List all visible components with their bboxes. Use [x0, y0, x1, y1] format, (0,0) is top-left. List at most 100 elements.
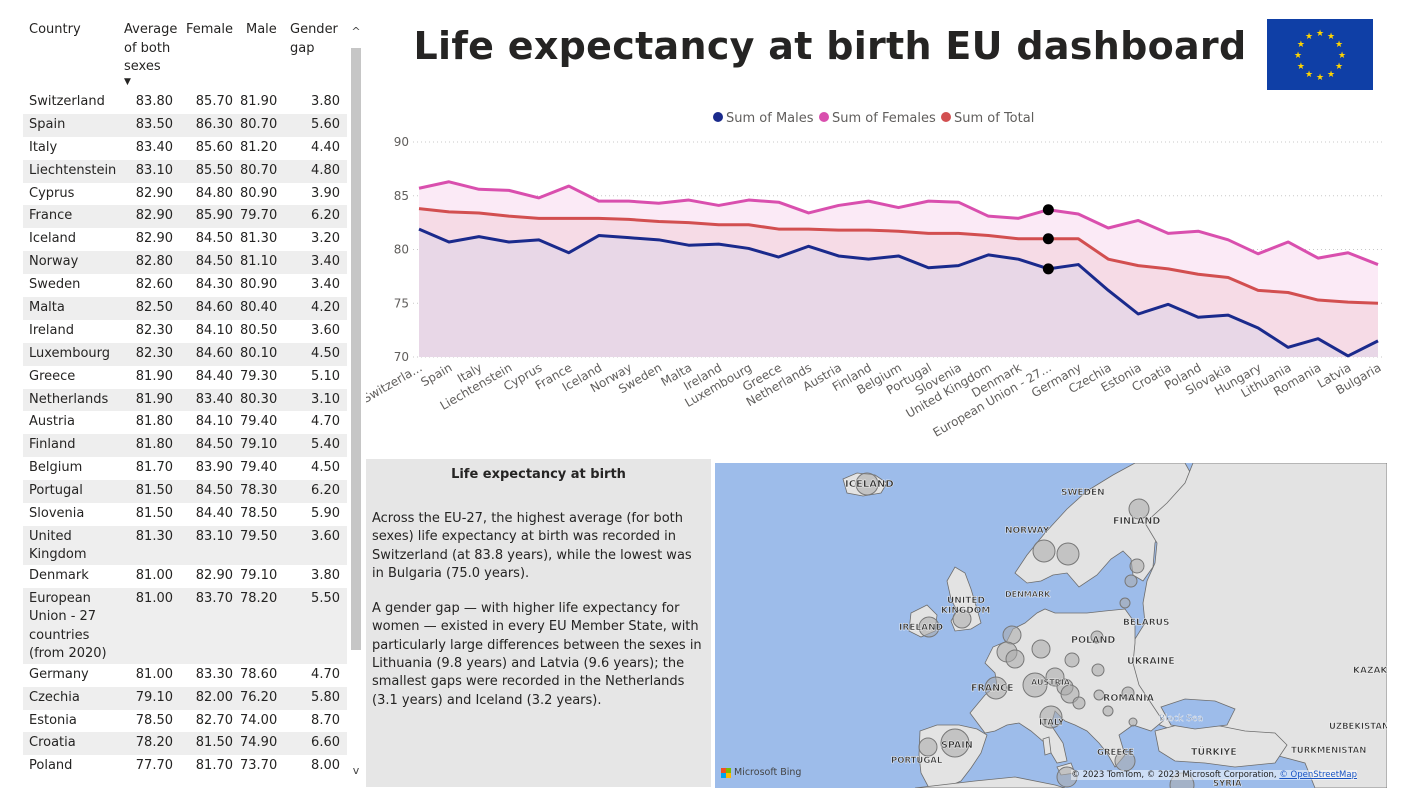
map-label-black-sea: Black Sea	[1159, 714, 1203, 724]
cell-country: Czechia	[23, 686, 118, 710]
table-row[interactable]: Denmark 81.00 82.90 79.10 3.80	[23, 565, 347, 588]
table-row[interactable]: United Kingdom 81.30 83.10 79.50 3.60	[23, 525, 347, 565]
table-row[interactable]: Ireland 82.30 84.10 80.50 3.60	[23, 320, 347, 343]
map-bubble[interactable]	[1128, 717, 1138, 727]
map-bubble[interactable]	[1032, 539, 1056, 563]
table-row[interactable]: Portugal 81.50 84.50 78.30 6.20	[23, 480, 347, 504]
map-label-turkiye: TÜRKIYE	[1191, 747, 1237, 758]
column-header-male[interactable]: Male	[246, 22, 277, 37]
cell-gender-gap: 6.20	[284, 205, 347, 229]
map-bubble[interactable]	[1121, 686, 1135, 700]
europe-bubble-map[interactable]: ICELAND SWEDEN FINLAND NORWAY DENMARK UNITED K…	[715, 463, 1387, 788]
highlight-marker[interactable]	[1042, 204, 1054, 216]
map-label-portugal: PORTUGAL	[891, 756, 943, 766]
legend-marker[interactable]	[713, 112, 723, 122]
scroll-up-icon[interactable]: ^	[351, 25, 361, 38]
table-row[interactable]: Belgium 81.70 83.90 79.40 4.50	[23, 457, 347, 480]
map-bubble[interactable]	[1002, 625, 1022, 645]
table-row[interactable]: Liechtenstein 83.10 85.50 80.70 4.80	[23, 159, 347, 183]
table-scrollbar[interactable]: ^ v	[350, 20, 362, 777]
cell-female: 85.50	[180, 159, 240, 183]
cell-female: 83.10	[180, 525, 240, 565]
map-bubble[interactable]	[1005, 649, 1025, 669]
map-bubble[interactable]	[1022, 672, 1048, 698]
table-row[interactable]: Norway 82.80 84.50 81.10 3.40	[23, 251, 347, 275]
table-row[interactable]: Switzerland 83.80 85.70 81.90 3.80	[23, 91, 347, 114]
table-row[interactable]: Germany 81.00 83.30 78.60 4.70	[23, 664, 347, 687]
highlight-marker[interactable]	[1042, 233, 1054, 245]
scroll-thumb[interactable]	[351, 48, 361, 650]
table-row[interactable]: European Union - 27 countries (from 2020…	[23, 587, 347, 664]
eu-star-icon: ★	[1327, 32, 1335, 42]
legend-label[interactable]: Sum of Females	[832, 111, 936, 126]
map-bubble[interactable]	[1031, 639, 1051, 659]
map-bubble[interactable]	[984, 676, 1008, 700]
legend-label[interactable]: Sum of Males	[726, 111, 814, 126]
cell-country: France	[23, 205, 118, 229]
cell-male: 79.10	[240, 434, 284, 458]
table-row[interactable]: Poland 77.70 81.70 73.70 8.00	[23, 755, 347, 778]
map-bubble[interactable]	[1064, 652, 1080, 668]
series-line[interactable]	[418, 207, 1379, 305]
table-row[interactable]: Cyprus 82.90 84.80 80.90 3.90	[23, 183, 347, 206]
legend-marker[interactable]	[819, 112, 829, 122]
table-header-row: Country Average of both sexes ▼ Female M…	[23, 17, 347, 91]
column-header-female[interactable]: Female	[186, 22, 234, 37]
textbox-title: Life expectancy at birth	[451, 467, 626, 482]
table-row[interactable]: Czechia 79.10 82.00 76.20 5.80	[23, 686, 347, 710]
table-row[interactable]: Austria 81.80 84.10 79.40 4.70	[23, 411, 347, 434]
cell-gender-gap: 5.60	[284, 113, 347, 137]
map-bubble[interactable]	[952, 609, 972, 629]
baltic-sea-shape	[1097, 563, 1127, 601]
sort-desc-icon[interactable]: ▼	[124, 76, 131, 87]
area-males	[419, 229, 1378, 357]
map-bubble[interactable]	[940, 728, 970, 758]
cell-male: 80.90	[240, 277, 278, 293]
column-header-gender-gap[interactable]: Gender gap	[290, 22, 338, 56]
map-bubble[interactable]	[1124, 574, 1138, 588]
cell-country: Liechtenstein	[23, 159, 118, 183]
table-row[interactable]: Spain 83.50 86.30 80.70 5.60	[23, 113, 347, 137]
table-row[interactable]: Malta 82.50 84.60 80.40 4.20	[23, 297, 347, 320]
table-row[interactable]: Croatia 78.20 81.50 74.90 6.60	[23, 732, 347, 756]
series-line[interactable]	[418, 227, 1379, 358]
country-table-visual[interactable]: Country Average of both sexes ▼ Female M…	[23, 17, 363, 785]
map-bubble[interactable]	[1072, 696, 1086, 710]
legend-marker[interactable]	[941, 112, 951, 122]
map-bubble[interactable]	[855, 472, 879, 496]
map-bubble[interactable]	[918, 616, 940, 638]
table-row[interactable]: Sweden 82.60 84.30 80.90 3.40	[23, 274, 347, 297]
chart-x-axis: Switzerla...Spain ItalyLiechtensteinCypru…	[366, 360, 1384, 439]
map-bubble[interactable]	[1129, 558, 1145, 574]
map-bubble[interactable]	[918, 737, 938, 757]
table-row[interactable]: Netherlands 81.90 83.40 80.30 3.10	[23, 388, 347, 412]
cell-average: 81.80	[135, 414, 173, 430]
column-header-country[interactable]: Country	[29, 22, 81, 37]
map-bubble[interactable]	[1090, 630, 1104, 644]
series-line[interactable]	[418, 180, 1379, 266]
map-bubbles[interactable]	[855, 472, 1195, 788]
map-label-syria: SYRIA	[1213, 779, 1242, 788]
map-bubble[interactable]	[1102, 705, 1114, 717]
map-bubble[interactable]	[1119, 597, 1131, 609]
map-bubble[interactable]	[1128, 498, 1150, 520]
openstreetmap-link[interactable]: © OpenStreetMap	[1279, 770, 1357, 780]
life-expectancy-line-chart[interactable]: Sum of Males Sum of Females Sum of Total 7…	[366, 100, 1396, 455]
table-row[interactable]: France 82.90 85.90 79.70 6.20	[23, 205, 347, 229]
legend-label[interactable]: Sum of Total	[954, 111, 1034, 126]
column-header-average[interactable]: Average of both sexes ▼	[118, 17, 180, 91]
map-bubble[interactable]	[1093, 689, 1105, 701]
table-row[interactable]: Italy 83.40 85.60 81.20 4.40	[23, 137, 347, 160]
cell-country: Spain	[23, 113, 118, 137]
map-bubble[interactable]	[1039, 705, 1063, 729]
map-bubble[interactable]	[1056, 542, 1080, 566]
table-row[interactable]: Iceland 82.90 84.50 81.30 3.20	[23, 228, 347, 251]
highlight-marker[interactable]	[1042, 263, 1054, 275]
map-bubble[interactable]	[1091, 663, 1105, 677]
table-row[interactable]: Finland 81.80 84.50 79.10 5.40	[23, 434, 347, 458]
table-row[interactable]: Estonia 78.50 82.70 74.00 8.70	[23, 710, 347, 733]
table-row[interactable]: Luxembourg 82.30 84.60 80.10 4.50	[23, 342, 347, 366]
table-row[interactable]: Slovenia 81.50 84.40 78.50 5.90	[23, 503, 347, 526]
table-row[interactable]: Greece 81.90 84.40 79.30 5.10	[23, 366, 347, 389]
scroll-down-icon[interactable]: v	[352, 764, 360, 777]
